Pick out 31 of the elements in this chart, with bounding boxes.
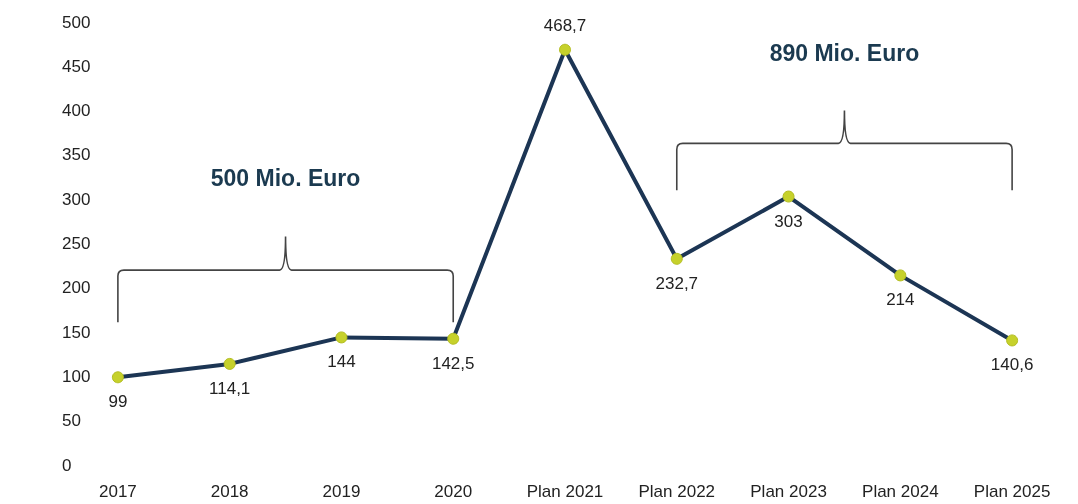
x-tick-label: 2019 [322, 482, 361, 501]
x-tick-label: Plan 2021 [526, 482, 604, 501]
data-label: 114,1 [209, 378, 251, 398]
annotation: 890 Mio. Euro [769, 39, 920, 66]
y-tick-label: 0 [62, 455, 72, 475]
data-label: 232,7 [655, 273, 699, 293]
data-label: 303 [774, 211, 803, 231]
data-label: 144 [327, 352, 356, 372]
data-label: 142,5 [431, 353, 475, 373]
y-tick-label: 450 [62, 56, 91, 76]
y-tick-label: 150 [62, 322, 91, 342]
y-tick-label: 300 [62, 189, 91, 209]
data-label: 99 [108, 392, 128, 412]
y-tick-label: 500 [62, 12, 91, 32]
data-label: 214 [886, 290, 915, 310]
x-tick-label: Plan 2024 [862, 482, 939, 501]
data-label: 468,7 [543, 15, 587, 35]
y-tick-label: 250 [62, 234, 91, 253]
y-tick-label: 100 [62, 366, 91, 386]
annotation: 500 Mio. Euro [210, 165, 361, 192]
x-tick-label: Plan 2023 [750, 482, 827, 501]
data-label: 140,6 [990, 355, 1034, 375]
y-tick-label: 50 [62, 411, 81, 431]
y-tick-label: 400 [62, 101, 91, 121]
x-tick-label: Plan 2022 [638, 482, 716, 501]
x-tick-label: 2020 [434, 482, 473, 501]
x-tick-label: 2017 [98, 482, 137, 501]
y-tick-label: 200 [62, 278, 91, 298]
x-tick-label: 2018 [210, 482, 249, 501]
x-tick-label: Plan 2025 [973, 482, 1051, 501]
y-tick-label: 350 [62, 145, 91, 165]
